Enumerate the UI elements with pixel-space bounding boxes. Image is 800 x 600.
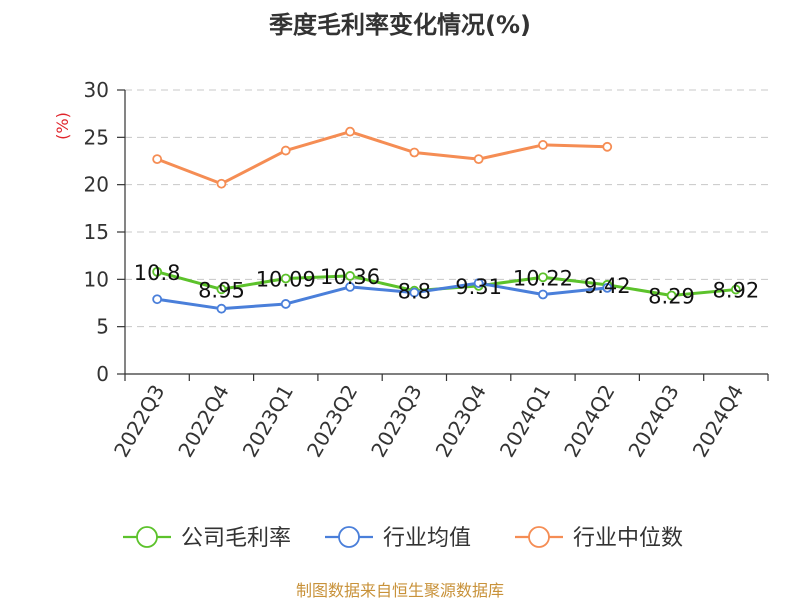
data-label: 10.36 <box>320 265 380 289</box>
y-tick-label: 25 <box>84 125 109 149</box>
data-point <box>666 290 677 301</box>
data-label: 8.8 <box>398 280 431 304</box>
data-point <box>280 145 291 156</box>
y-tick-label: 15 <box>84 220 109 244</box>
data-point <box>345 282 355 292</box>
data-point <box>409 287 420 298</box>
legend-item-0[interactable]: 公司毛利率 <box>123 526 291 551</box>
data-point <box>409 147 420 158</box>
data-point <box>216 284 227 295</box>
data-label: 8.95 <box>198 278 245 302</box>
data-label: 8.92 <box>712 279 759 303</box>
data-label: 10.09 <box>256 267 316 291</box>
x-tick-label: 2024Q4 <box>688 381 748 462</box>
data-point <box>602 282 613 293</box>
series-1 <box>152 278 613 314</box>
legend-marker <box>136 526 158 548</box>
data-point <box>473 278 484 289</box>
chart-title: 季度毛利率变化情况(%) <box>269 11 531 39</box>
data-labels: 10.8 8.95 10.09 10.36 8.8 9.31 10.22 9.42 8.29 8.… <box>134 261 759 309</box>
data-label: 10.22 <box>513 266 573 290</box>
data-point <box>216 178 227 189</box>
data-point <box>473 154 484 165</box>
series-lines <box>152 126 741 314</box>
series-line <box>155 281 609 311</box>
data-point <box>602 141 613 152</box>
x-tick-label: 2024Q2 <box>559 381 619 462</box>
y-tick-label: 0 <box>96 362 109 386</box>
series-2 <box>152 126 613 189</box>
series-line <box>155 130 609 186</box>
x-tick-label: 2023Q1 <box>238 381 298 462</box>
data-point <box>152 294 163 305</box>
legend-label: 行业均值 <box>383 526 471 551</box>
data-point <box>280 273 291 284</box>
data-point <box>345 271 355 281</box>
source-note: 制图数据来自恒生聚源数据库 <box>296 581 504 600</box>
data-point <box>730 284 741 295</box>
y-tick-label: 20 <box>84 173 109 197</box>
data-point <box>538 272 548 283</box>
data-label: 9.31 <box>455 275 502 299</box>
data-point <box>152 154 163 165</box>
legend-marker <box>528 526 550 548</box>
data-point <box>152 266 163 277</box>
x-tick-label: 2024Q1 <box>495 381 555 462</box>
legend-label: 公司毛利率 <box>181 526 291 551</box>
data-point <box>538 140 548 150</box>
legend-item-2[interactable]: 行业中位数 <box>515 526 683 551</box>
y-tick-label: 5 <box>96 315 109 339</box>
legend-marker <box>338 526 360 548</box>
legend-item-1[interactable]: 行业均值 <box>325 526 471 551</box>
x-tick-label: 2023Q2 <box>302 381 362 462</box>
x-tick-label: 2024Q3 <box>623 381 683 462</box>
data-point <box>216 303 227 314</box>
x-tick-label: 2023Q4 <box>431 381 491 462</box>
legend-label: 行业中位数 <box>573 526 683 551</box>
data-label: 10.8 <box>134 261 181 285</box>
y-axis-label: (%) <box>53 112 72 140</box>
data-point <box>345 126 355 137</box>
y-tick-label: 30 <box>84 78 109 102</box>
x-tick-label: 2022Q4 <box>173 381 233 462</box>
data-label: 9.42 <box>584 274 631 298</box>
data-point <box>538 289 548 300</box>
x-tick-label: 2022Q3 <box>109 381 169 462</box>
data-label: 8.29 <box>648 285 695 309</box>
legend: 公司毛利率 行业均值 行业中位数 <box>123 526 683 551</box>
y-tick-label: 10 <box>84 267 109 291</box>
data-point <box>280 299 291 309</box>
x-tick-label: 2023Q3 <box>366 381 426 462</box>
